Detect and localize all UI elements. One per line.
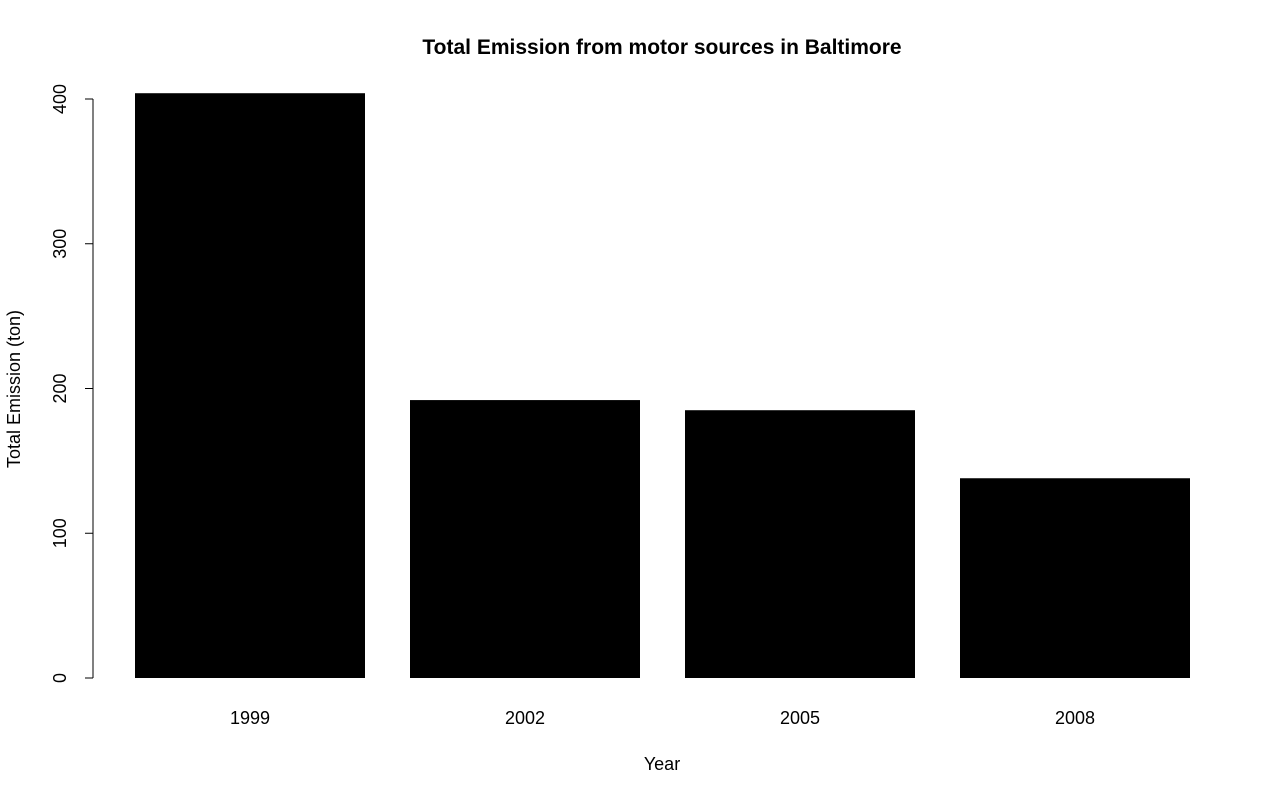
- x-tick-label-1999: 1999: [230, 708, 270, 728]
- x-tick-label-2005: 2005: [780, 708, 820, 728]
- y-tick-label-200: 200: [50, 373, 70, 403]
- x-tick-label-2008: 2008: [1055, 708, 1095, 728]
- y-tick-label-0: 0: [50, 673, 70, 683]
- x-tick-label-2002: 2002: [505, 708, 545, 728]
- y-tick-label-100: 100: [50, 518, 70, 548]
- chart-title: Total Emission from motor sources in Bal…: [422, 36, 901, 59]
- bar-2002: [410, 400, 640, 678]
- x-axis-title: Year: [644, 754, 680, 774]
- y-tick-label-300: 300: [50, 229, 70, 259]
- bar-1999: [135, 93, 365, 678]
- y-axis-title: Total Emission (ton): [4, 310, 24, 468]
- x-axis-labels: 1999 2002 2005 2008: [230, 708, 1095, 728]
- y-axis: 0 100 200 300 400: [50, 84, 94, 683]
- bar-2008: [960, 478, 1190, 678]
- bar-group: [135, 93, 1190, 678]
- bar-2005: [685, 410, 915, 678]
- y-tick-label-400: 400: [50, 84, 70, 114]
